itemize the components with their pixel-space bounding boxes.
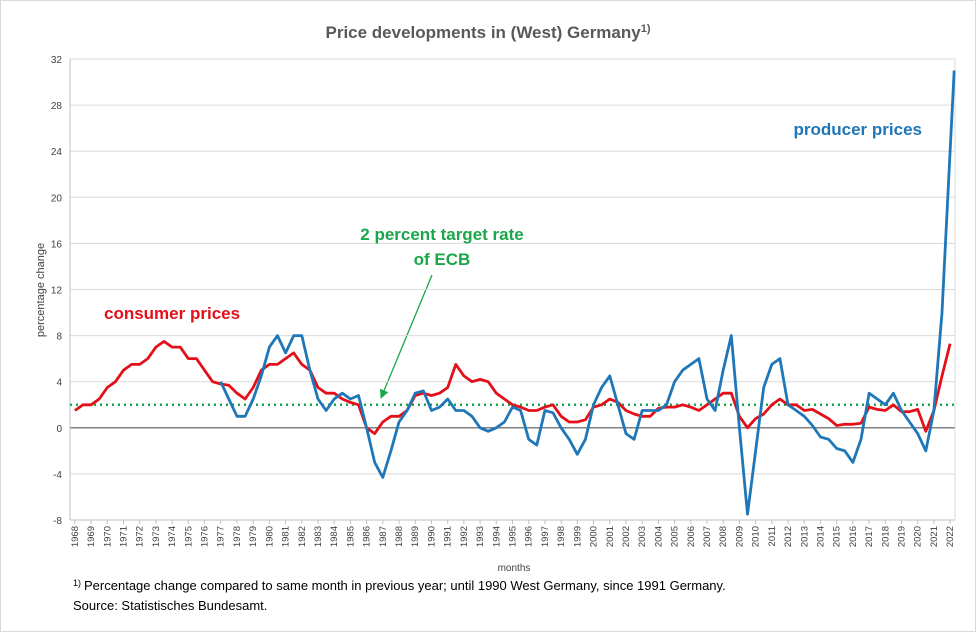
x-tick-label: 2022 bbox=[945, 526, 956, 547]
x-tick-label: 2013 bbox=[799, 526, 810, 547]
x-tick-label: 2002 bbox=[621, 526, 632, 547]
x-tick-label: 1971 bbox=[118, 526, 129, 547]
y-tick-label: 8 bbox=[56, 332, 62, 343]
x-tick-label: 2000 bbox=[589, 526, 600, 547]
x-tick-label: 1999 bbox=[572, 526, 583, 547]
x-tick-label: 1972 bbox=[135, 526, 146, 547]
target-label: of ECB bbox=[414, 250, 471, 269]
x-tick-label: 1976 bbox=[200, 526, 211, 547]
x-tick-label: 2015 bbox=[832, 526, 843, 547]
x-tick-label: 1973 bbox=[151, 526, 162, 547]
x-tick-label: 2009 bbox=[734, 526, 745, 547]
series-label: consumer prices bbox=[104, 304, 240, 323]
x-tick-label: 2014 bbox=[815, 526, 826, 547]
x-tick-label: 1989 bbox=[410, 526, 421, 547]
x-tick-label: 2001 bbox=[605, 526, 616, 547]
y-tick-label: 4 bbox=[56, 378, 62, 389]
y-tick-label: 32 bbox=[51, 55, 63, 66]
target-label: 2 percent target rate bbox=[360, 225, 523, 244]
x-tick-label: 1987 bbox=[378, 526, 389, 547]
target-arrow bbox=[379, 274, 433, 399]
x-tick-label: 1975 bbox=[183, 526, 194, 547]
y-tick-label: -4 bbox=[53, 470, 62, 481]
x-tick-label: 1978 bbox=[232, 526, 243, 547]
x-tick-label: 1996 bbox=[524, 526, 535, 547]
y-tick-label: 24 bbox=[51, 147, 63, 158]
x-tick-label: 2011 bbox=[767, 526, 778, 546]
x-tick-label: 1993 bbox=[475, 526, 486, 547]
y-tick-label: -8 bbox=[53, 516, 62, 527]
y-tick-label: 16 bbox=[51, 239, 63, 250]
x-tick-label: 2008 bbox=[718, 526, 729, 547]
x-tick-label: 2005 bbox=[670, 526, 681, 547]
x-tick-label: 2016 bbox=[848, 526, 859, 547]
footnote: 1) Percentage change compared to same mon… bbox=[73, 578, 726, 593]
x-tick-label: 1974 bbox=[167, 526, 178, 547]
x-tick-label: 1994 bbox=[491, 526, 502, 547]
x-tick-label: 1977 bbox=[216, 526, 227, 547]
series-line bbox=[219, 70, 956, 516]
x-tick-label: 1992 bbox=[459, 526, 470, 547]
x-tick-label: 1982 bbox=[297, 526, 308, 547]
x-tick-label: 2003 bbox=[637, 526, 648, 547]
x-tick-label: 2010 bbox=[751, 526, 762, 547]
x-tick-label: 1997 bbox=[540, 526, 551, 547]
x-tick-label: 2004 bbox=[653, 526, 664, 547]
x-tick-label: 1983 bbox=[313, 526, 324, 547]
x-tick-label: 1970 bbox=[102, 526, 113, 547]
y-tick-label: 20 bbox=[51, 193, 63, 204]
x-tick-label: 2021 bbox=[929, 526, 940, 547]
x-tick-label: 2007 bbox=[702, 526, 713, 547]
y-tick-label: 0 bbox=[56, 424, 62, 435]
x-tick-label: 1985 bbox=[345, 526, 356, 547]
x-tick-label: 2020 bbox=[913, 526, 924, 547]
chart-title: Price developments in (West) Germany1) bbox=[325, 23, 650, 42]
x-tick-label: 1988 bbox=[394, 526, 405, 547]
x-tick-label: 2018 bbox=[880, 526, 891, 547]
x-tick-label: 1998 bbox=[556, 526, 567, 547]
title-text: Price developments in (West) Germany bbox=[325, 23, 641, 42]
x-tick-label: 2019 bbox=[897, 526, 908, 547]
y-tick-label: 12 bbox=[51, 286, 63, 297]
x-tick-label: 1969 bbox=[86, 526, 97, 547]
x-tick-label: 1990 bbox=[426, 526, 437, 547]
series-label: producer prices bbox=[794, 120, 923, 139]
x-tick-label: 1981 bbox=[281, 526, 292, 547]
x-axis-label: months bbox=[498, 563, 531, 574]
x-tick-label: 1991 bbox=[443, 526, 454, 547]
x-tick-label: 1984 bbox=[329, 526, 340, 547]
x-tick-label: 2012 bbox=[783, 526, 794, 547]
source: Source: Statistisches Bundesamt. bbox=[73, 598, 267, 613]
x-tick-label: 1980 bbox=[264, 526, 275, 547]
x-tick-label: 1979 bbox=[248, 526, 259, 547]
x-tick-label: 2017 bbox=[864, 526, 875, 547]
x-tick-label: 1995 bbox=[508, 526, 519, 547]
x-tick-label: 1986 bbox=[362, 526, 373, 547]
title-superscript: 1) bbox=[641, 23, 651, 35]
x-tick-label: 1968 bbox=[70, 526, 81, 547]
footnote-text: Percentage change compared to same month… bbox=[84, 578, 726, 593]
y-axis-label: percentage change bbox=[35, 243, 47, 337]
y-tick-label: 28 bbox=[51, 101, 63, 112]
x-tick-label: 2006 bbox=[686, 526, 697, 547]
footnote-marker: 1) bbox=[73, 578, 81, 588]
